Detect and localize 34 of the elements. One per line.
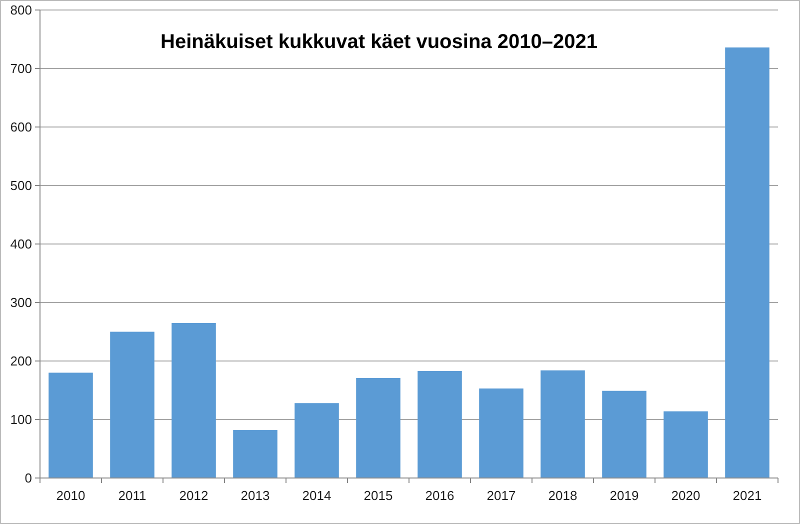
bar <box>479 388 524 478</box>
bar <box>664 411 708 478</box>
bar <box>356 378 400 478</box>
y-tick-label: 100 <box>10 412 32 428</box>
x-tick-label: 2015 <box>364 488 393 503</box>
x-tick-label: 2010 <box>56 488 86 503</box>
y-tick-label: 400 <box>10 236 32 252</box>
x-tick-label: 2020 <box>671 488 700 503</box>
x-tick-label: 2014 <box>302 488 332 503</box>
y-tick-label: 500 <box>10 178 32 194</box>
y-tick-label: 800 <box>10 2 32 18</box>
bar <box>540 370 585 478</box>
bar <box>725 47 770 478</box>
x-tick-label: 2017 <box>486 488 516 503</box>
bar <box>48 372 93 478</box>
text: Heinäkuiset kukkuvat käet vuosina 2010–2021 <box>160 31 598 53</box>
bar <box>233 430 278 478</box>
y-tick-label: 0 <box>24 470 32 486</box>
y-tick-label: 600 <box>10 120 32 135</box>
y-tick-label: 300 <box>10 295 32 310</box>
bar <box>418 370 462 478</box>
y-tick-label: 200 <box>10 354 32 369</box>
x-tick-label: 2013 <box>240 488 270 503</box>
x-tick-label: 2011 <box>118 488 146 503</box>
x-tick-label: 2018 <box>548 488 578 503</box>
x-tick-label: 2016 <box>425 488 454 503</box>
x-tick-label: 2019 <box>610 488 639 503</box>
y-tick-label: 700 <box>10 61 32 76</box>
bar <box>172 322 216 478</box>
bar <box>602 390 646 478</box>
bar <box>294 403 339 478</box>
bar <box>110 332 154 478</box>
x-tick-label: 2021 <box>732 488 762 503</box>
x-tick-label: 2012 <box>179 488 208 503</box>
